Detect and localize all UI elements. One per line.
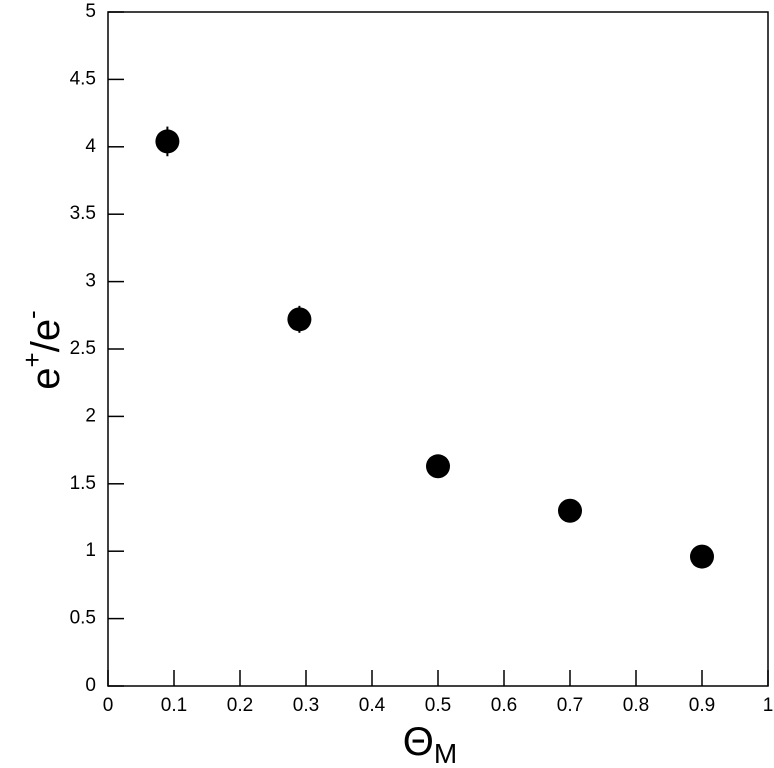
y-tick-label: 4 — [85, 136, 96, 157]
y-tick-label: 0.5 — [70, 608, 96, 629]
data-point — [426, 454, 450, 479]
y-label-sup: - — [17, 310, 47, 319]
data-point — [155, 129, 180, 154]
y-tick-label: 2 — [85, 405, 96, 426]
y-tick-label: 3.5 — [70, 203, 96, 224]
data-point — [558, 498, 582, 523]
y-tick-label: 3 — [85, 271, 96, 292]
x-tick-label: 0.2 — [227, 695, 253, 716]
x-label-main: Θ — [403, 720, 434, 764]
y-tick-label: 5 — [85, 1, 96, 22]
plot-frame — [107, 11, 769, 687]
x-tick-label: 0.9 — [689, 695, 715, 716]
y-tick-label: 1.5 — [70, 473, 96, 494]
y-label-part: e — [24, 367, 68, 389]
y-label-sup: + — [17, 352, 47, 367]
x-axis-label: ΘM — [403, 720, 457, 768]
y-tick-label: 2.5 — [70, 338, 96, 359]
y-tick-label: 1 — [85, 540, 96, 561]
x-tick-label: 0 — [103, 695, 114, 716]
x-tick-label: 0.3 — [293, 695, 319, 716]
y-label-part: /e — [24, 319, 68, 352]
x-tick-label: 0.4 — [359, 695, 386, 716]
x-tick-label: 0.8 — [623, 695, 649, 716]
x-tick-label: 0.7 — [557, 695, 583, 716]
data-point — [287, 307, 312, 332]
x-tick-label: 0.5 — [425, 695, 451, 716]
x-tick-label: 0.6 — [491, 695, 517, 716]
y-axis-label: e+/e- — [17, 310, 68, 389]
x-tick-label: 0.1 — [161, 695, 187, 716]
data-point — [690, 544, 714, 569]
x-tick-label: 1 — [763, 695, 774, 716]
y-tick-label: 0 — [85, 675, 96, 696]
y-tick-label: 4.5 — [70, 68, 96, 89]
x-label-sub: M — [434, 738, 457, 768]
